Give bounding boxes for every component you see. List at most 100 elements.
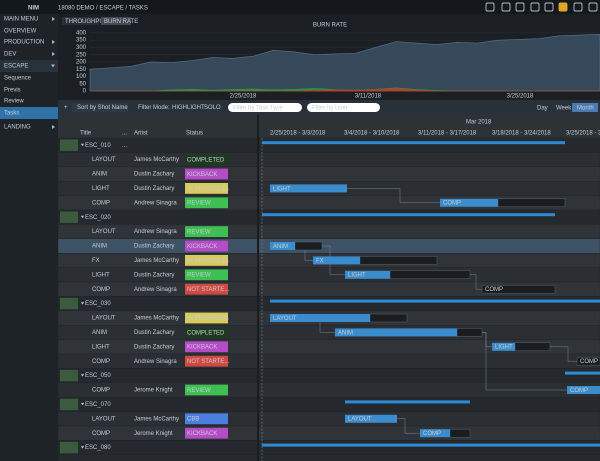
week-label: 3/25/2018 - 3/31/2018	[566, 131, 600, 137]
menu-section-bg	[0, 60, 58, 72]
status-badge	[185, 197, 228, 209]
view-button[interactable]: Week	[556, 105, 572, 111]
task-artist: James McCarthy	[134, 258, 179, 264]
row-bg[interactable]	[57, 209, 600, 225]
task-bar-remaining[interactable]	[449, 428, 471, 438]
toolbar-icon[interactable]	[558, 2, 568, 12]
status-badge	[185, 283, 228, 295]
shot-thumbnail	[60, 441, 78, 454]
expand-arrow[interactable]	[81, 143, 84, 147]
task-bar-remaining[interactable]	[456, 328, 483, 337]
toolbar-icon[interactable]	[588, 2, 598, 12]
status-label: IN PROGRESS	[187, 258, 229, 264]
task-bar-progress[interactable]	[440, 198, 498, 207]
user-input[interactable]	[307, 103, 380, 112]
row-bg[interactable]	[57, 397, 600, 412]
task-bar-label: FX	[316, 258, 324, 264]
summary-bar[interactable]	[262, 141, 565, 145]
menu-item[interactable]: OVERVIEW	[4, 29, 37, 35]
menu-item[interactable]: LANDING	[4, 125, 31, 131]
expand-arrow[interactable]	[81, 402, 84, 406]
task-artist: James McCarthy	[134, 316, 179, 322]
toolbar-icon[interactable]	[485, 2, 495, 12]
summary-bar[interactable]	[262, 443, 600, 447]
task-bar-progress[interactable]	[492, 342, 515, 351]
task-title: LAYOUT	[92, 316, 116, 322]
tab-active[interactable]	[101, 17, 131, 25]
toolbar-icon[interactable]	[515, 2, 525, 12]
shot-thumbnail	[60, 297, 78, 310]
expand-arrow[interactable]	[81, 374, 84, 377]
status-label: KICKBACK	[187, 431, 217, 437]
sidebar	[0, 14, 58, 461]
task-bar-progress[interactable]	[345, 414, 397, 423]
status-badge	[185, 269, 228, 281]
task-bar-label: COMP	[443, 201, 461, 207]
status-badge	[185, 427, 228, 439]
toolbar-icon[interactable]	[501, 2, 511, 12]
task-bar-progress[interactable]	[567, 386, 600, 394]
task-bar-remaining[interactable]	[576, 356, 600, 366]
expand-arrow[interactable]	[81, 215, 84, 219]
task-bar-remaining[interactable]	[369, 313, 408, 323]
summary-bar[interactable]	[565, 371, 600, 375]
filter-highlight[interactable]: HIGHLIGHT	[172, 105, 205, 111]
task-bar-progress[interactable]	[420, 429, 450, 438]
tab[interactable]	[62, 17, 99, 25]
status-badge	[185, 240, 228, 252]
task-bar-label: COMP	[485, 287, 503, 293]
task-bar-label: COMP	[423, 431, 441, 437]
menu-item[interactable]: Tasks	[4, 111, 19, 117]
row-bg[interactable]	[57, 368, 600, 383]
toolbar-icon[interactable]	[530, 2, 540, 12]
task-bar-remaining[interactable]	[359, 256, 438, 265]
menu-item[interactable]: Previs	[4, 88, 21, 94]
task-bar-progress[interactable]	[270, 314, 370, 322]
row-bg[interactable]	[57, 137, 600, 153]
row-bg[interactable]	[57, 440, 600, 455]
task-type-placeholder: Filter by Task Type	[233, 105, 283, 111]
task-bar-progress[interactable]	[345, 270, 390, 279]
summary-bar[interactable]	[270, 299, 600, 303]
menu-item[interactable]: DEV	[4, 52, 16, 58]
task-bar-remaining[interactable]	[497, 198, 566, 208]
summary-bar[interactable]	[345, 400, 470, 404]
task-bar-remaining[interactable]	[514, 342, 551, 352]
filter-solo[interactable]: SOLO	[204, 105, 221, 111]
menu-item[interactable]: ESCAPE	[4, 64, 28, 70]
menu-item[interactable]: PRODUCTION	[4, 40, 44, 46]
menu-item[interactable]: MAIN MENU	[4, 17, 38, 23]
task-bar-progress[interactable]	[270, 184, 347, 193]
task-title: LAYOUT	[92, 229, 116, 235]
expand-arrow[interactable]	[81, 302, 84, 305]
shot-title: ESC_030	[85, 301, 111, 307]
summary-bar[interactable]	[262, 213, 555, 217]
task-bar-remaining[interactable]	[294, 241, 323, 251]
task-bar-progress[interactable]	[313, 256, 360, 265]
task-bar-label: LIGHT	[348, 273, 366, 279]
task-bar-remaining[interactable]	[481, 284, 556, 294]
expand-arrow[interactable]	[81, 446, 84, 449]
toolbar-icon[interactable]	[573, 2, 583, 12]
column-header: ...	[122, 131, 127, 137]
row-bg[interactable]	[57, 296, 600, 311]
task-bar-progress[interactable]	[335, 328, 457, 337]
menu-item[interactable]: Sequence	[4, 76, 32, 82]
view-button[interactable]: Month	[577, 105, 594, 111]
task-bar-remaining[interactable]	[389, 270, 471, 280]
task-type-input[interactable]	[228, 103, 302, 112]
toolbar-icon[interactable]	[544, 2, 554, 12]
add-button[interactable]: +	[64, 105, 68, 111]
sort-dropdown[interactable]	[72, 103, 128, 112]
status-label: REVIEW	[187, 229, 211, 235]
task-bar-label: COMP	[580, 359, 598, 365]
shot-thumbnail	[60, 369, 78, 382]
menu-arrow	[52, 40, 55, 44]
status-label: COMPLETED	[187, 330, 225, 336]
shot-thumbnail	[60, 139, 78, 151]
top-bar	[0, 0, 600, 14]
menu-item[interactable]: Review	[4, 99, 24, 105]
view-button[interactable]: Day	[537, 105, 548, 111]
task-bar-progress[interactable]	[270, 242, 295, 250]
